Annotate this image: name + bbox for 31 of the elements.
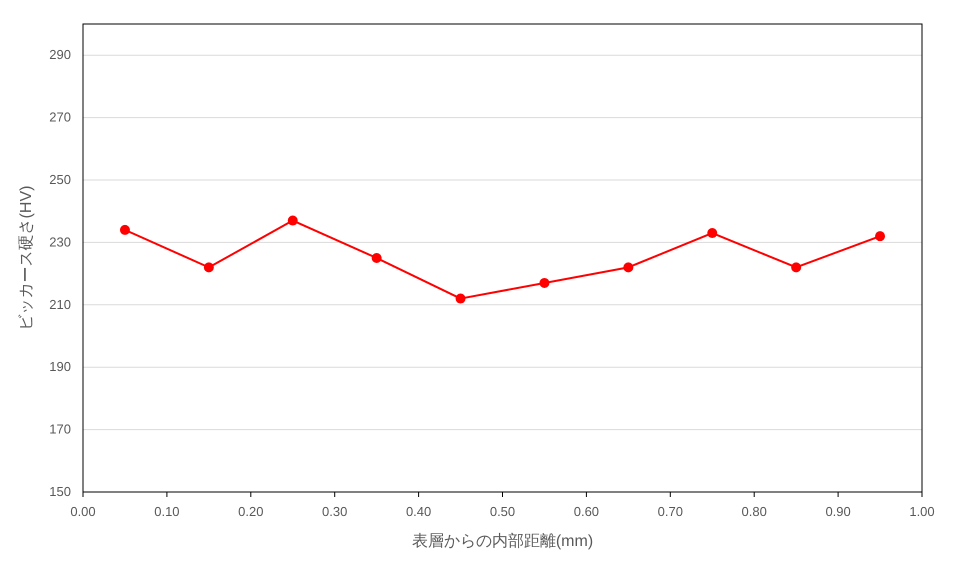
x-axis-title: 表層からの内部距離(mm) — [412, 532, 594, 550]
point — [204, 262, 214, 272]
y-tick-label: 190 — [49, 359, 71, 374]
y-axis-title: ビッカース硬さ(HV) — [18, 186, 35, 330]
point — [875, 231, 886, 242]
point — [539, 278, 550, 288]
point — [791, 262, 802, 272]
point — [372, 253, 382, 263]
x-tick-label: 0.20 — [238, 504, 264, 519]
point — [120, 224, 130, 235]
x-tick-label: 0.00 — [70, 504, 96, 519]
y-tick-label: 150 — [49, 484, 71, 499]
x-tick-label: 0.10 — [154, 504, 180, 519]
point — [623, 262, 634, 272]
x-tick-label: 0.60 — [574, 504, 600, 519]
x-tick-label: 0.80 — [742, 504, 767, 519]
point — [707, 228, 718, 238]
point — [288, 216, 298, 226]
y-tick-label: 250 — [49, 172, 71, 187]
x-tick-label: 1.00 — [909, 504, 935, 519]
y-tick-label: 230 — [49, 234, 71, 250]
y-tick-label: 210 — [49, 296, 71, 312]
x-tick-label: 0.40 — [406, 504, 432, 519]
x-tick-label: 0.90 — [825, 504, 851, 519]
y-tick-label: 290 — [49, 47, 71, 62]
point — [456, 294, 466, 304]
x-tick-label: 0.30 — [322, 504, 348, 519]
y-tick-label: 270 — [49, 110, 71, 125]
x-tick-label: 0.70 — [658, 504, 683, 519]
y-tick-label: 170 — [49, 422, 71, 437]
x-tick-label: 0.50 — [490, 504, 516, 519]
